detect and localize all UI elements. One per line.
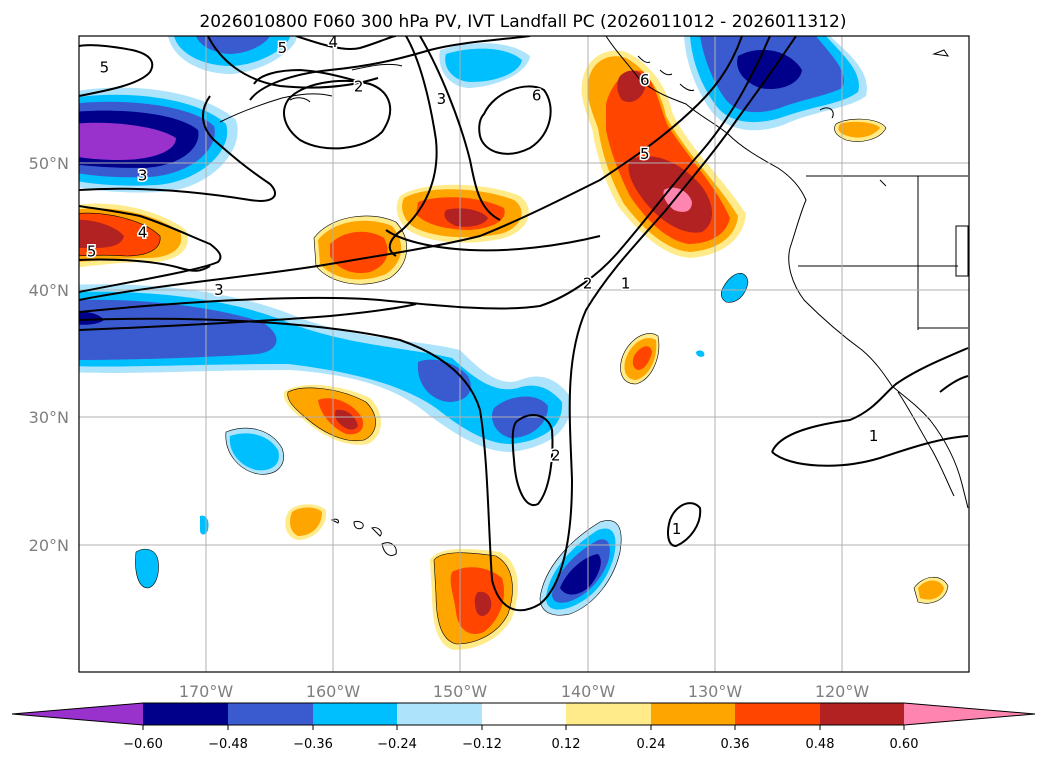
colorbar-segment [566,703,651,725]
ivt-contour-lines [79,36,969,612]
contour-label: 1 [621,275,631,293]
coastlines [219,36,969,509]
colorbar-segment [651,703,735,725]
lat-label: 50°N [29,154,69,173]
pv-filled-contours [79,36,948,650]
contour-label: 5 [278,39,288,57]
colorbar-tick-label: 0.48 [806,737,835,752]
colorbar-segment [820,703,904,725]
contour-label: 3 [437,90,447,108]
colorbar-tick-label: 0.36 [721,737,750,752]
contour-label: 3 [138,166,148,184]
colorbar-segment [397,703,482,725]
lon-label: 160°W [306,682,361,701]
map-title: 2026010800 F060 300 hPa PV, IVT Landfall… [199,12,846,32]
colorbar-extend-low [12,703,143,725]
contour-label: 5 [100,58,110,76]
lat-label: 40°N [29,281,69,300]
contour-label: 5 [87,243,97,261]
contour-labels: 5 5 4 2 3 6 6 5 3 4 5 3 2 1 2 1 1 [85,31,879,539]
lon-label: 150°W [433,682,488,701]
contour-label: 2 [354,77,364,95]
colorbar-segment [143,703,228,725]
colorbar: −0.60 −0.48 −0.36 −0.24 −0.12 0.12 0.24 … [11,702,1036,752]
lon-label: 140°W [561,682,616,701]
colorbar-extend-high [904,703,1035,725]
colorbar-tick-label: −0.12 [462,737,502,752]
colorbar-segment [735,703,820,725]
lat-label: 30°N [29,408,69,427]
longitude-labels: 170°W 160°W 150°W 140°W 130°W 120°W [179,682,870,701]
colorbar-tick-label: −0.36 [293,737,333,752]
colorbar-segment [228,703,313,725]
colorbar-segment [482,703,566,725]
contour-label: 3 [214,281,224,299]
hawaiian-islands [330,518,397,557]
contour-label: 4 [138,224,148,242]
lon-label: 130°W [688,682,743,701]
colorbar-tick-label: 0.60 [890,737,919,752]
lat-label: 20°N [29,536,69,555]
lon-label: 120°W [815,682,870,701]
contour-label: 5 [640,145,650,163]
colorbar-tick-label: 0.12 [552,737,581,752]
colorbar-tick-label: 0.24 [637,737,666,752]
colorbar-tick-label: −0.24 [377,737,417,752]
colorbar-tick-label: −0.48 [208,737,248,752]
colorbar-segment [313,703,397,725]
contour-label: 1 [672,520,682,538]
map-panel: 5 5 4 2 3 6 6 5 3 4 5 3 2 1 2 1 1 [78,31,970,673]
contour-label: 2 [583,275,593,293]
contour-label: 6 [532,86,542,104]
contour-label: 2 [551,446,561,464]
map-frame [78,35,970,673]
contour-label: 1 [869,427,879,445]
latitude-labels: 20°N 30°N 40°N 50°N [29,154,69,555]
lon-label: 170°W [179,682,234,701]
colorbar-ticks [142,725,905,730]
contour-label: 6 [640,71,650,89]
north-america-coast [605,36,969,509]
contour-label: 4 [329,33,339,51]
colorbar-tick-label: −0.60 [123,737,163,752]
